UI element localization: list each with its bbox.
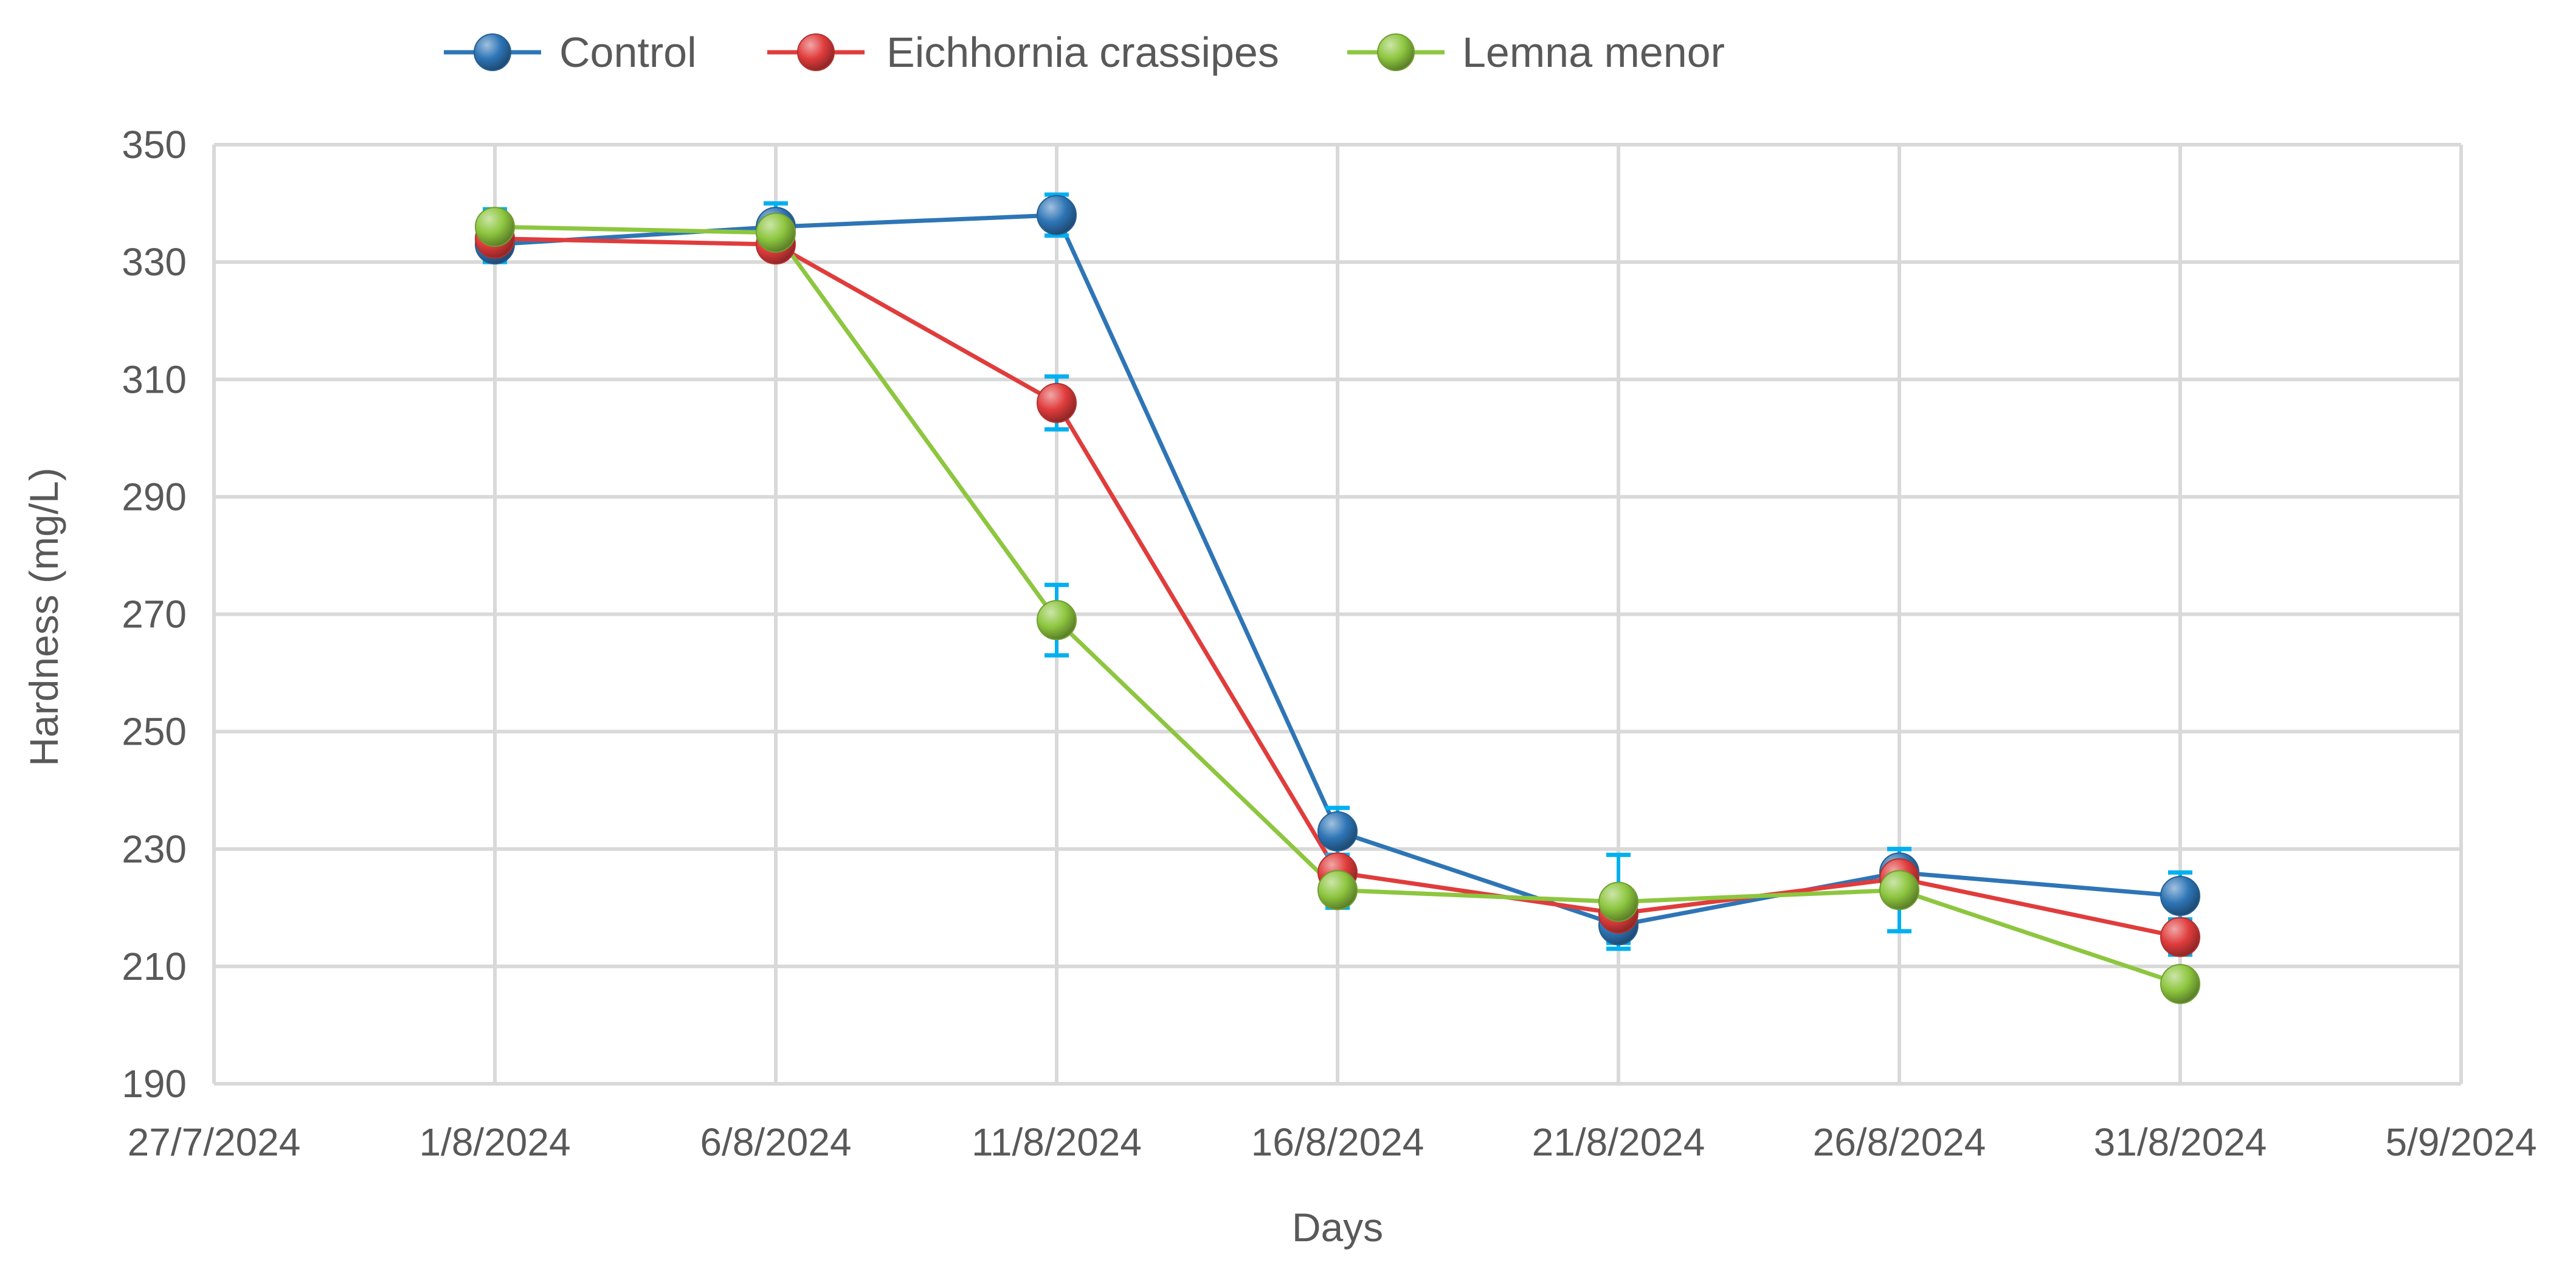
data-point: [2160, 917, 2200, 957]
data-point: [2160, 876, 2200, 916]
legend-label: Eichhornia crassipes: [886, 29, 1279, 76]
y-tick-label: 210: [122, 945, 187, 988]
x-tick-label: 31/8/2024: [2094, 1120, 2267, 1164]
grid-lines: [212, 143, 2463, 1086]
axes: 190 210 230 250 270 290 310 330 350 27/7/2024 1/8/…: [122, 123, 2536, 1164]
y-axis-title: Hardness (mg/L): [21, 467, 66, 766]
x-tick-label: 1/8/2024: [419, 1120, 570, 1164]
y-tick-label: 250: [122, 710, 187, 754]
legend-label: Control: [559, 29, 697, 76]
y-tick-label: 350: [122, 123, 187, 167]
x-tick-label: 5/9/2024: [2385, 1120, 2536, 1164]
x-tick-label: 6/8/2024: [700, 1120, 851, 1164]
y-tick-label: 330: [122, 240, 187, 284]
data-markers: [475, 195, 2200, 1004]
data-point: [475, 207, 515, 247]
y-tick-label: 270: [122, 593, 187, 636]
data-point: [756, 212, 796, 253]
legend: Control Eichhornia crassipes Lemna menor: [444, 29, 1725, 76]
x-axis-title: Days: [1292, 1205, 1383, 1250]
y-tick-label: 310: [122, 357, 187, 401]
data-point: [1037, 195, 1077, 235]
legend-marker: [1377, 33, 1415, 71]
data-point: [1037, 600, 1077, 641]
x-tick-label: 21/8/2024: [1532, 1120, 1705, 1164]
x-tick-label: 11/8/2024: [972, 1120, 1142, 1164]
y-tick-label: 230: [122, 827, 187, 871]
x-tick-label: 16/8/2024: [1251, 1120, 1424, 1164]
data-point: [1317, 811, 1358, 852]
data-point: [2160, 963, 2200, 1004]
x-tick-label: 27/7/2024: [128, 1120, 301, 1164]
y-tick-label: 290: [122, 475, 187, 518]
y-tick-label: 190: [122, 1062, 187, 1106]
legend-item: Lemna menor: [1347, 29, 1725, 76]
data-point: [1598, 881, 1638, 922]
data-point: [1317, 870, 1358, 911]
legend-item: Control: [444, 29, 697, 76]
legend-item: Eichhornia crassipes: [767, 29, 1279, 76]
data-point: [1879, 870, 1919, 911]
legend-marker: [474, 33, 511, 71]
legend-marker: [797, 33, 835, 71]
legend-label: Lemna menor: [1462, 29, 1725, 76]
data-point: [1037, 382, 1077, 423]
x-tick-label: 26/8/2024: [1813, 1120, 1986, 1164]
